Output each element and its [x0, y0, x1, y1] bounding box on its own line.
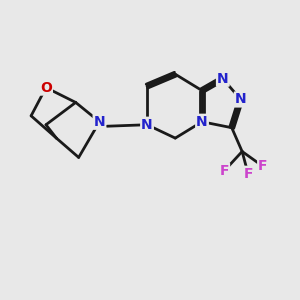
Text: N: N	[141, 118, 153, 132]
Text: F: F	[220, 164, 229, 178]
Text: N: N	[235, 92, 247, 106]
Text: F: F	[258, 159, 268, 173]
Text: O: O	[40, 81, 52, 94]
Text: N: N	[217, 72, 229, 86]
Text: N: N	[196, 115, 208, 129]
Text: F: F	[243, 167, 253, 181]
Text: N: N	[94, 115, 105, 129]
